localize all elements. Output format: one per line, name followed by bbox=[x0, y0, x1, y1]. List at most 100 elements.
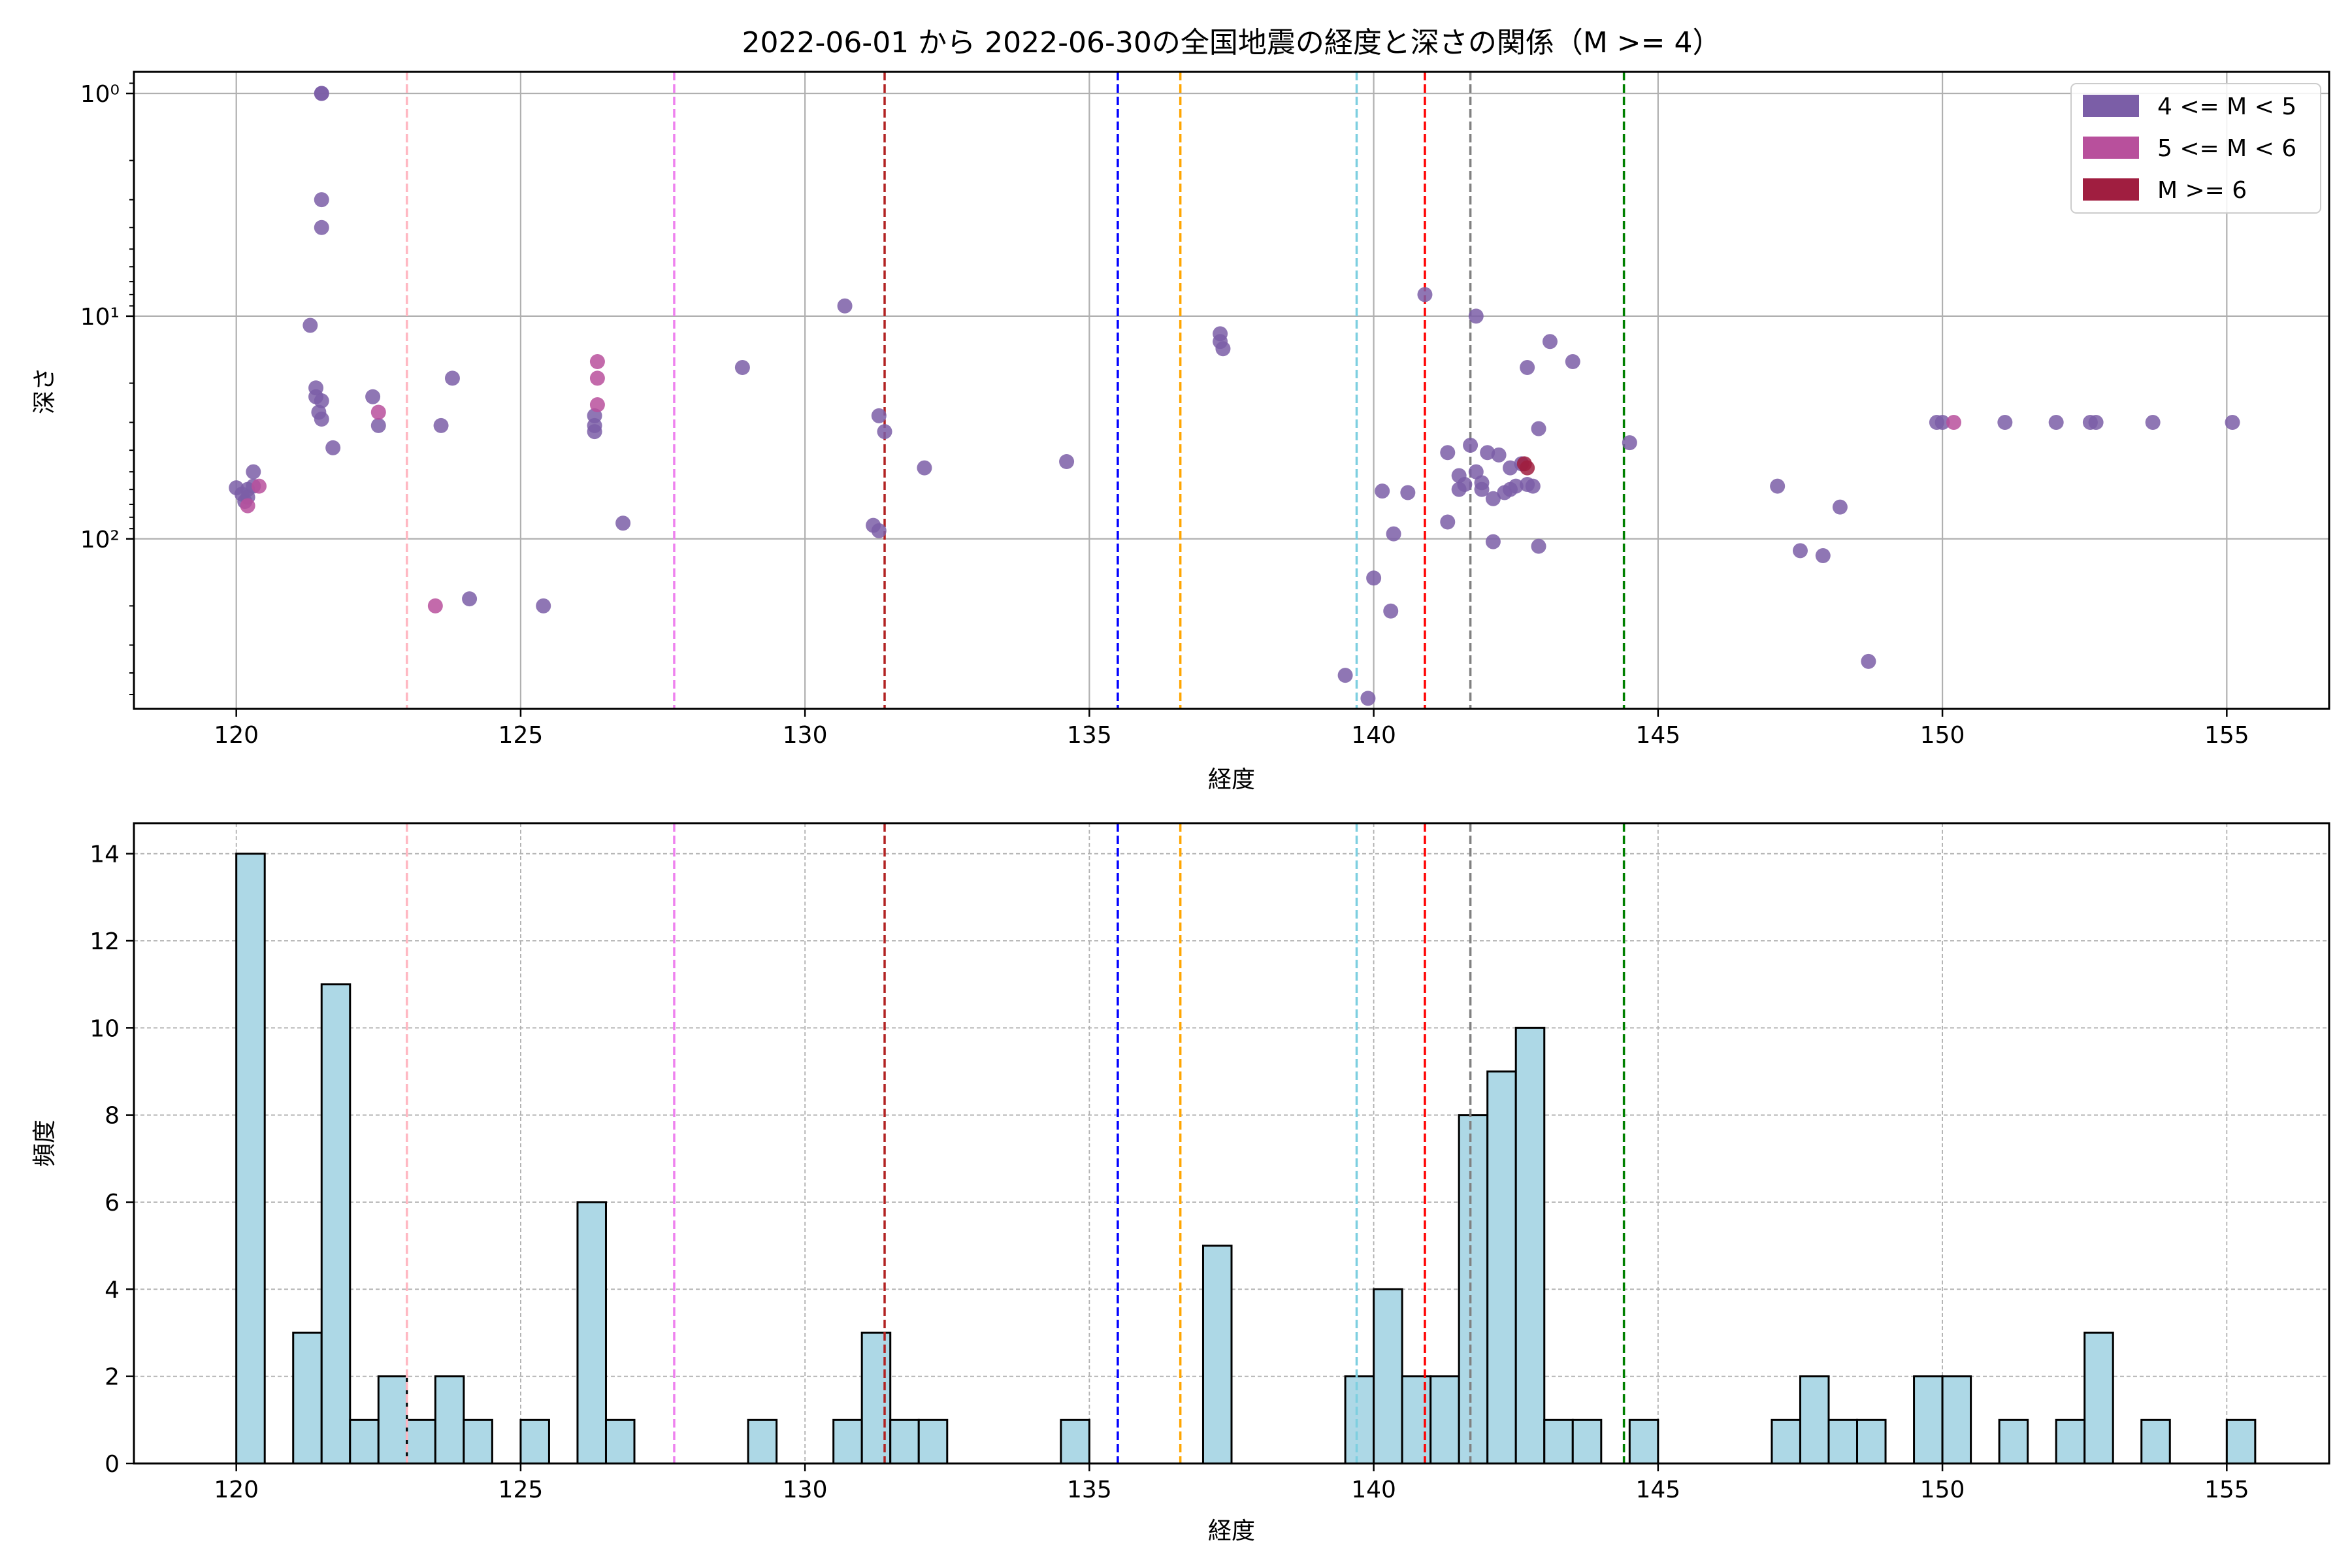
scatter-y-tick-label: 10² bbox=[80, 527, 120, 553]
scatter-points bbox=[229, 86, 2240, 706]
scatter-panel: 120 125 130 135 140 145 150 155 10⁰ 10¹ 10² 2022-… bbox=[31, 26, 2330, 793]
legend-swatch-m6 bbox=[2083, 178, 2139, 201]
scatter-point bbox=[1525, 478, 1541, 494]
histogram-bar bbox=[463, 1418, 493, 1465]
scatter-point bbox=[589, 397, 605, 413]
scatter-point bbox=[1531, 538, 1546, 554]
scatter-point bbox=[871, 408, 887, 423]
histogram-bar bbox=[860, 1331, 892, 1465]
histogram-bar bbox=[889, 1418, 920, 1465]
scatter-point bbox=[1935, 415, 1950, 431]
scatter-point bbox=[433, 417, 449, 433]
scatter-y-tick-label: 10⁰ bbox=[80, 81, 120, 108]
scatter-point bbox=[1815, 548, 1831, 564]
histogram-bar bbox=[1799, 1375, 1830, 1465]
scatter-point bbox=[536, 598, 551, 613]
histogram-bar bbox=[1486, 1070, 1517, 1465]
scatter-y-axis-label: 深さ bbox=[31, 367, 58, 414]
scatter-point bbox=[871, 523, 887, 538]
histogram-bar bbox=[1201, 1245, 1233, 1465]
histogram-bar bbox=[604, 1418, 636, 1465]
scatter-point bbox=[589, 353, 605, 369]
chart-title: 2022-06-01 から 2022-06-30の全国地震の経度と深さの関係（M… bbox=[742, 26, 1721, 59]
histogram-y-tick-label: 2 bbox=[105, 1364, 120, 1391]
histogram-x-tick-label: 135 bbox=[1067, 1477, 1112, 1503]
histogram-bar bbox=[2140, 1418, 2171, 1465]
histogram-bar bbox=[1827, 1418, 1859, 1465]
scatter-point bbox=[462, 591, 478, 607]
scatter-point bbox=[877, 424, 892, 440]
scatter-point bbox=[1516, 456, 1532, 472]
histogram-bar bbox=[1401, 1375, 1432, 1465]
scatter-axes-frame bbox=[133, 71, 2330, 710]
scatter-point bbox=[1366, 570, 1382, 586]
histogram-bar bbox=[2055, 1418, 2086, 1465]
histogram-bar bbox=[1543, 1418, 1574, 1465]
legend: 4 <= M < 5 5 <= M < 6 M >= 6 bbox=[2070, 83, 2321, 214]
histogram-bar bbox=[1373, 1288, 1403, 1465]
histogram-x-tick-label: 125 bbox=[498, 1477, 544, 1503]
scatter-point bbox=[1360, 691, 1376, 706]
histogram-bar bbox=[1998, 1418, 2029, 1465]
legend-label-m4: 4 <= M < 5 bbox=[2157, 93, 2296, 120]
scatter-x-tick-label: 120 bbox=[214, 722, 259, 749]
scatter-point bbox=[917, 460, 932, 476]
histogram-bar bbox=[1060, 1418, 1090, 1465]
histogram-y-tick-label: 6 bbox=[105, 1190, 120, 1217]
scatter-point bbox=[1508, 478, 1524, 494]
histogram-x-tick-label: 145 bbox=[1635, 1477, 1680, 1503]
histogram-x-tick-label: 155 bbox=[2204, 1477, 2249, 1503]
histogram-bar bbox=[406, 1418, 436, 1465]
scatter-point bbox=[587, 424, 602, 440]
scatter-point bbox=[1770, 478, 1786, 494]
scatter-point bbox=[314, 393, 329, 409]
histogram-bar bbox=[832, 1418, 863, 1465]
scatter-point bbox=[1997, 415, 2013, 431]
scatter-point bbox=[314, 412, 329, 427]
histogram-bar bbox=[1571, 1418, 1603, 1465]
scatter-point bbox=[314, 86, 329, 101]
scatter-point bbox=[1622, 435, 1637, 451]
scatter-plot-area bbox=[134, 72, 2329, 709]
histogram-x-ticks: 120 125 130 135 140 145 150 155 bbox=[214, 1463, 2249, 1503]
scatter-point bbox=[246, 464, 261, 480]
histogram-y-tick-label: 10 bbox=[90, 1015, 120, 1042]
histogram-y-tick-label: 12 bbox=[90, 928, 120, 955]
scatter-point bbox=[2088, 415, 2104, 431]
histogram-axes-frame bbox=[133, 822, 2330, 1465]
scatter-point bbox=[365, 389, 381, 404]
histogram-bar bbox=[747, 1418, 778, 1465]
scatter-point bbox=[1468, 308, 1484, 324]
scatter-point bbox=[1485, 491, 1501, 506]
histogram-x-axis-label: 経度 bbox=[1208, 1518, 1255, 1544]
scatter-x-axis-label: 経度 bbox=[1208, 766, 1255, 793]
scatter-x-tick-label: 135 bbox=[1067, 722, 1112, 749]
histogram-y-ticks: 0 2 4 6 8 10 12 14 bbox=[90, 841, 134, 1478]
histogram-x-tick-label: 140 bbox=[1351, 1477, 1396, 1503]
histogram-x-tick-label: 150 bbox=[1920, 1477, 1965, 1503]
histogram-bar bbox=[1458, 1114, 1489, 1465]
histogram-bar bbox=[320, 983, 351, 1465]
histogram-bar bbox=[349, 1418, 380, 1465]
scatter-point bbox=[1503, 460, 1518, 476]
scatter-point bbox=[1400, 485, 1416, 500]
scatter-point bbox=[1440, 514, 1456, 530]
scatter-point bbox=[1480, 445, 1495, 461]
scatter-point bbox=[370, 417, 386, 433]
scatter-point bbox=[837, 298, 853, 314]
legend-swatch-m5 bbox=[2083, 137, 2139, 159]
histogram-bar bbox=[519, 1418, 550, 1465]
histogram-bar bbox=[1941, 1375, 1972, 1465]
scatter-point bbox=[1531, 421, 1546, 436]
scatter-x-tick-label: 125 bbox=[498, 722, 544, 749]
histogram-bar bbox=[292, 1331, 323, 1465]
histogram-x-tick-label: 130 bbox=[783, 1477, 828, 1503]
scatter-point bbox=[1375, 483, 1390, 499]
legend-swatch-m4 bbox=[2083, 95, 2139, 117]
scatter-point bbox=[1485, 534, 1501, 549]
scatter-point bbox=[314, 220, 329, 235]
scatter-y-tick-label: 10¹ bbox=[80, 304, 120, 331]
histogram-bar bbox=[2225, 1418, 2257, 1465]
histogram-bar bbox=[1771, 1418, 1801, 1465]
